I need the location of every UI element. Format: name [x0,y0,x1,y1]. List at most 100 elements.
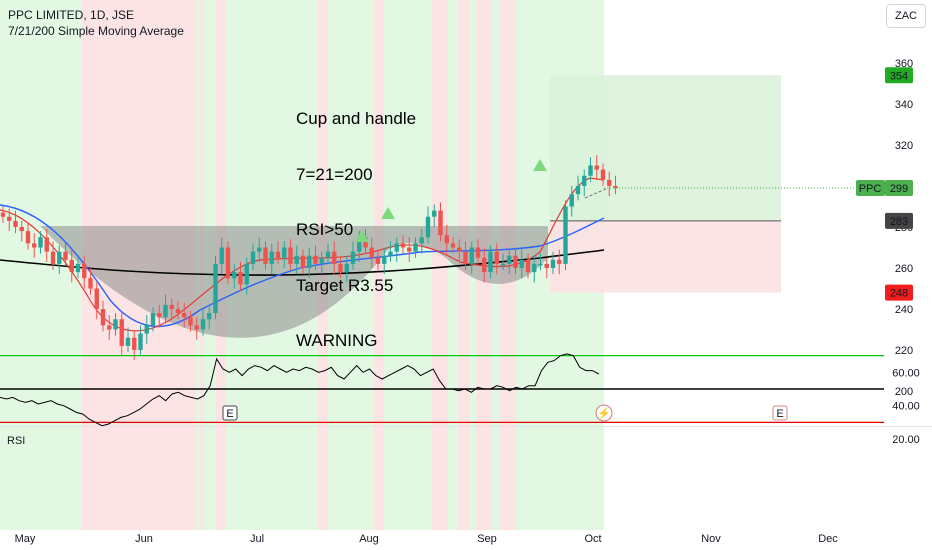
candle-body [257,247,262,252]
candle-body [557,259,562,264]
time-label: Aug [359,533,379,545]
candle-body [194,325,199,330]
candle-body [207,313,212,320]
stop-price-badge [885,284,913,301]
annotation-line: WARNING [296,331,378,350]
candle-body [13,220,18,227]
pane-divider [0,426,932,427]
annotation-line: RSI>50 [296,220,354,239]
rsi-line [0,353,600,427]
candle-body [213,263,218,314]
candle-body [338,263,343,273]
candle-body [332,251,337,264]
background-band [374,0,384,530]
candle-body [588,165,593,176]
candle-body [288,247,293,264]
price-tick-label: 200 [895,386,913,398]
candle-body [325,251,331,258]
buy-signal-arrow [381,207,395,219]
candle-body [282,247,287,258]
sma-21-line [0,204,605,328]
candle-body [357,237,362,252]
candle-body [507,255,512,264]
candle-body [382,255,387,264]
candle-body [538,263,543,266]
candle-body [544,263,549,268]
candle-body [388,251,393,256]
candle-body [319,257,324,264]
candle-body [344,263,349,273]
price-axis: 360340320300280260240220200354283248PPC2… [604,58,913,398]
ticker-badge [856,180,885,197]
candles [0,155,618,361]
candle-body [82,263,87,279]
ticker-label: PPC [859,183,882,195]
candle-body [119,319,124,346]
entry-price-badge [885,212,913,229]
candle-body [0,212,6,217]
stop-price-label: 248 [890,288,908,300]
candle-body [432,210,437,217]
candle-body [69,259,74,273]
annotation-line: 7=21=200 [296,164,373,184]
candle-body [463,251,468,264]
candle-body [294,255,299,264]
candle-body [400,243,406,248]
candle-body [469,247,474,264]
candle-body [157,313,162,318]
indicator-title: 7/21/200 Simple Moving Average [8,24,184,38]
candle-body [500,263,506,266]
annotation-line: Target R3.55 [296,275,394,295]
projection-line [584,187,609,199]
dividend-marker [595,404,613,422]
signal-arrows [355,159,547,242]
candle-body [300,255,306,268]
candle-body [7,216,12,221]
candle-body [138,333,143,350]
candle-body [232,272,237,279]
candle-body [19,227,24,232]
dividend-label: ⚡ [597,407,611,420]
entry-price-label: 283 [890,216,908,228]
background-band [448,0,458,530]
candle-body [182,313,187,318]
candle-body [250,251,256,264]
candle-body [457,247,462,252]
candle-body [163,304,168,318]
candle-body [363,237,368,248]
candle-body [269,251,274,264]
chart-annotation: Cup and handle 7=21=200 RSI>50 Target R3… [296,73,416,369]
candle-body [350,251,356,264]
event-markers: E E ⚡ [222,404,788,422]
candle-body [238,272,243,285]
earnings-marker [222,405,238,421]
candle-body [50,251,56,264]
rsi-tick-label: 60.00 [892,367,920,379]
candle-body [263,247,268,264]
time-label: Dec [818,533,838,545]
background-band [432,0,448,530]
candle-body [369,247,374,258]
currency-button[interactable]: ZAC [886,4,926,28]
candle-body [38,237,43,248]
candle-body [525,259,531,273]
candle-body [519,259,524,268]
candle-body [44,237,49,252]
target-zone [550,75,781,221]
candle-body [475,247,481,258]
candle-body [225,247,231,279]
time-label: May [15,533,36,545]
candle-body [169,304,174,309]
time-label: Jun [135,533,153,545]
earnings-label: E [226,408,233,420]
candle-body [600,169,606,180]
candle-body [444,235,449,244]
candle-body [550,259,556,268]
candle-body [607,179,612,186]
time-label: Jul [250,533,264,545]
candle-body [394,243,399,252]
candle-body [488,251,493,273]
candle-body [413,243,418,252]
candle-body [113,319,118,330]
